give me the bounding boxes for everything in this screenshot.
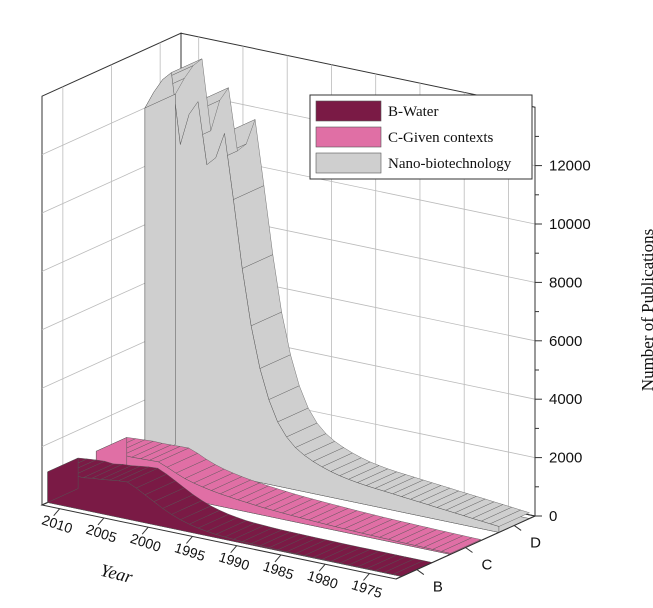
z-tick-label: 0 <box>549 508 557 525</box>
x-tick-label: 2010 <box>40 512 75 537</box>
legend-swatch-D <box>315 152 382 174</box>
legend-swatch-B <box>315 100 382 122</box>
y-tick-mark <box>416 569 425 575</box>
legend-label-C: C-Given contexts <box>388 130 494 146</box>
ribbon-cap-D <box>144 93 176 459</box>
x-tick-mark <box>186 536 193 544</box>
z-tick-label: 12000 <box>549 158 591 175</box>
ribbon-cap-B <box>47 457 79 503</box>
legend-swatch-C <box>315 126 382 148</box>
x-tick-label: 2000 <box>128 530 163 555</box>
y-tick-mark <box>465 547 473 553</box>
x-tick-label: 1975 <box>350 576 385 601</box>
y-tick-mark <box>513 525 522 531</box>
legend-label-D: Nano-biotechnology <box>388 156 512 172</box>
x-axis-title: Year <box>98 560 135 587</box>
x-tick-label: 1980 <box>305 567 340 592</box>
x-tick-label: 1995 <box>173 539 208 564</box>
x-tick-mark <box>53 508 61 517</box>
x-tick-mark <box>318 563 326 572</box>
x-tick-label: 1985 <box>261 558 296 583</box>
z-gridline <box>41 266 536 342</box>
z-tick-label: 10000 <box>549 216 591 233</box>
x-tick-label: 2005 <box>84 521 119 546</box>
x-tick-mark <box>363 573 370 581</box>
legend-label-B: B-Water <box>388 104 438 120</box>
z-tick-label: 2000 <box>549 450 582 467</box>
x-tick-mark <box>274 554 282 563</box>
x-tick-mark <box>230 545 238 554</box>
z-tick-label: 6000 <box>549 333 582 350</box>
ribbon-front-B <box>47 471 402 577</box>
z-axis-title: Number of Publications <box>638 229 653 391</box>
x-tick-label: 1990 <box>217 549 252 574</box>
ribbon-front-D <box>144 72 500 533</box>
y-tick-label: C <box>482 557 493 574</box>
z-tick-label: 4000 <box>549 391 582 408</box>
z-tick-label: 8000 <box>549 274 582 291</box>
x-tick-mark <box>97 517 105 526</box>
y-tick-label: B <box>433 579 443 596</box>
z-gridline <box>41 207 536 283</box>
x-tick-mark <box>141 526 149 535</box>
y-tick-label: D <box>530 534 541 551</box>
ribbon-front-C <box>95 450 451 555</box>
